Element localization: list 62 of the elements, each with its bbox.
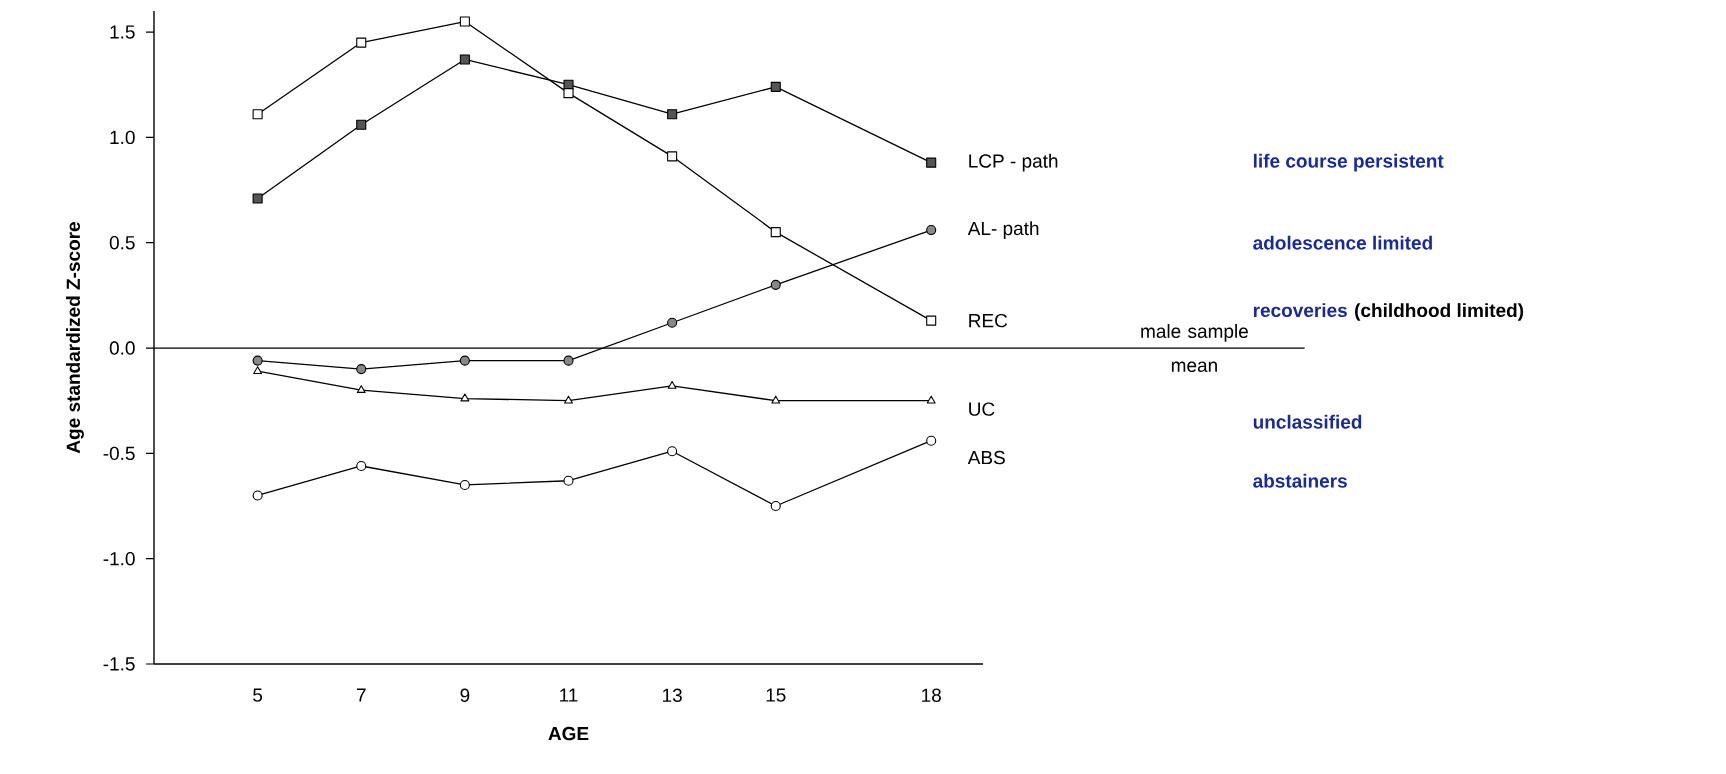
y-tick-label: 1.0 (110, 130, 135, 145)
y-tick-label: 1.5 (110, 25, 135, 39)
point (252, 355, 263, 366)
point (667, 446, 678, 457)
point (356, 119, 367, 130)
point (459, 54, 470, 65)
point (356, 37, 367, 48)
series-label: ABS (967, 450, 1005, 465)
point (459, 479, 470, 490)
point (564, 395, 573, 404)
y-tick-label: -1.5 (103, 657, 135, 671)
point (460, 393, 470, 402)
x-tick-label: 7 (356, 688, 366, 702)
y-tick-label: -0.5 (103, 446, 135, 461)
point (252, 490, 263, 501)
text: adolescence limited (1253, 235, 1432, 250)
point (252, 109, 263, 120)
point (563, 88, 574, 99)
point (667, 380, 677, 389)
point (926, 435, 937, 446)
text: life course persistent (1253, 153, 1444, 172)
text: (childhood limited) (1355, 303, 1524, 321)
x-tick-label: 9 (460, 688, 470, 702)
ref-line-label: male sample mean (1141, 324, 1248, 373)
series-label: UC (969, 402, 995, 416)
point (926, 315, 937, 326)
point (770, 81, 781, 92)
point (356, 460, 367, 472)
series-label: AL- path (967, 221, 1039, 239)
point (459, 355, 470, 366)
point (770, 500, 781, 512)
text: unclassified (1253, 414, 1362, 429)
x-tick-label: 13 (663, 688, 682, 702)
y-tick-label: 0.5 (109, 235, 135, 250)
x-tick-label: 5 (253, 688, 263, 702)
point (771, 395, 781, 404)
point (356, 385, 366, 393)
point (253, 366, 263, 374)
series-label: LCP - path (969, 153, 1058, 172)
point (926, 395, 936, 404)
point (667, 151, 678, 162)
point (667, 109, 678, 120)
x-tick-label: 15 (766, 688, 786, 702)
x-tick-label: 18 (922, 688, 941, 702)
point (252, 193, 263, 204)
point (667, 317, 678, 328)
text: recoveries (1253, 303, 1347, 318)
x-tick-label: 11 (560, 688, 578, 702)
text: abstainers (1253, 473, 1347, 488)
point (926, 157, 937, 168)
point (770, 227, 781, 238)
x-axis-title: AGE (548, 726, 589, 741)
y-tick-label: -1.0 (103, 551, 135, 566)
point (459, 16, 470, 27)
point (356, 364, 367, 375)
point (563, 355, 574, 366)
series-label: REC (969, 313, 1008, 328)
point (926, 225, 937, 236)
point (770, 279, 781, 290)
y-axis-title: Age standardized Z-score (66, 222, 84, 454)
y-tick-label: 0.0 (109, 341, 135, 355)
point (563, 475, 574, 486)
